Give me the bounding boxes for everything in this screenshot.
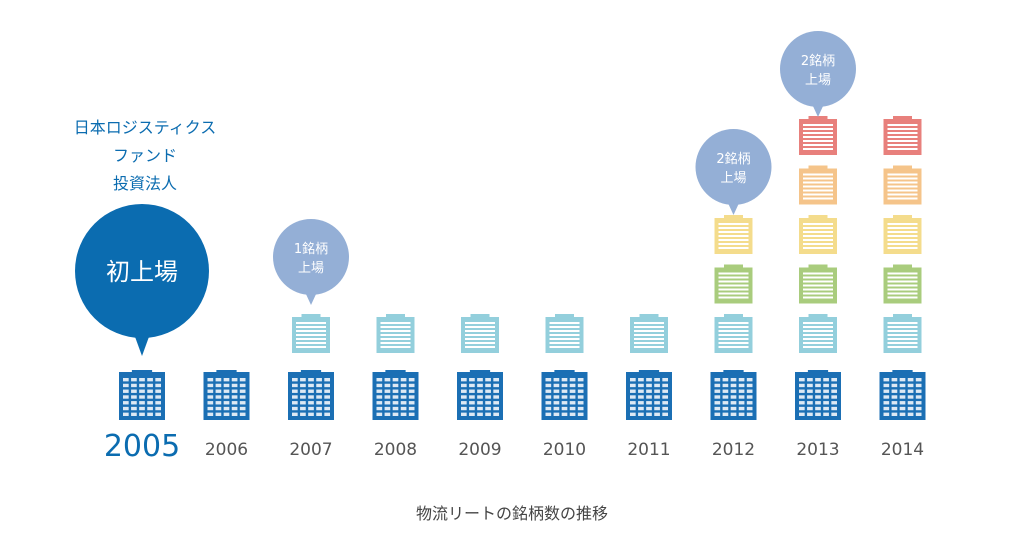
- first-listing-bubble-label: 初上場: [106, 258, 178, 286]
- annotation-line-1: 日本ロジスティクス: [73, 118, 217, 137]
- building-base-2008: [372, 370, 419, 420]
- annotation-line-2: ファンド: [112, 146, 177, 165]
- building-level-3-2012: [714, 264, 753, 304]
- building-level-2-2011: [630, 314, 668, 353]
- building-level-6-2014: [883, 116, 922, 155]
- building-base-2014: [879, 370, 926, 420]
- listing-bubble-line2-2007: 上場: [298, 261, 324, 276]
- building-base-2011: [626, 370, 672, 420]
- first-listing-annotation: 日本ロジスティクス ファンド 投資法人: [50, 114, 240, 198]
- chart-title: 物流リートの銘柄数の推移: [416, 504, 608, 523]
- year-label-2008: 2008: [374, 440, 417, 460]
- building-base-2006: [203, 370, 250, 420]
- bar-2005: [119, 370, 165, 420]
- listing-bubble-line2-2013: 上場: [805, 73, 831, 88]
- building-level-2-2010: [545, 314, 584, 353]
- building-level-2-2009: [461, 314, 499, 353]
- building-level-5-2013: [799, 165, 837, 205]
- listing-bubble-line1-2007: 1銘柄: [294, 242, 328, 257]
- building-level-2-2007: [292, 314, 330, 353]
- listing-bubble-line2-2012: 上場: [720, 171, 746, 186]
- building-level-3-2014: [883, 264, 922, 304]
- building-level-2-2008: [376, 314, 415, 353]
- year-label-2006: 2006: [205, 440, 248, 460]
- year-label-2010: 2010: [543, 440, 586, 460]
- building-level-5-2014: [883, 165, 922, 205]
- bar-2012: [710, 215, 757, 420]
- bar-2011: [626, 314, 672, 420]
- building-level-6-2013: [799, 116, 837, 155]
- building-base-2010: [541, 370, 588, 420]
- first-listing-bubble: 初上場: [75, 204, 209, 356]
- building-base-2013: [795, 370, 841, 420]
- annotation-line-3: 投資法人: [112, 174, 177, 193]
- year-label-2012: 2012: [712, 440, 755, 460]
- bar-2009: [457, 314, 503, 420]
- bar-2013: [795, 116, 841, 420]
- building-level-4-2014: [883, 215, 922, 254]
- building-level-3-2013: [799, 264, 837, 304]
- building-base-2007: [288, 370, 334, 420]
- building-level-2-2013: [799, 314, 837, 353]
- bar-2008: [372, 314, 419, 420]
- year-label-2013: 2013: [796, 440, 839, 460]
- bar-2006: [203, 370, 250, 420]
- bar-2007: [288, 314, 334, 420]
- year-label-2011: 2011: [627, 440, 670, 460]
- listing-bubble-line1-2013: 2銘柄: [801, 54, 835, 69]
- year-label-2009: 2009: [458, 440, 501, 460]
- bar-2010: [541, 314, 588, 420]
- building-base-2009: [457, 370, 503, 420]
- building-base-2005: [119, 370, 165, 420]
- year-label-2005: 2005: [104, 429, 180, 464]
- building-level-2-2014: [883, 314, 922, 353]
- building-level-4-2013: [799, 215, 837, 254]
- building-level-4-2012: [714, 215, 753, 254]
- building-level-2-2012: [714, 314, 753, 353]
- year-label-2014: 2014: [881, 440, 924, 460]
- listing-bubble-line1-2012: 2銘柄: [716, 152, 750, 167]
- building-base-2012: [710, 370, 757, 420]
- year-label-2007: 2007: [289, 440, 332, 460]
- bar-2014: [879, 116, 926, 420]
